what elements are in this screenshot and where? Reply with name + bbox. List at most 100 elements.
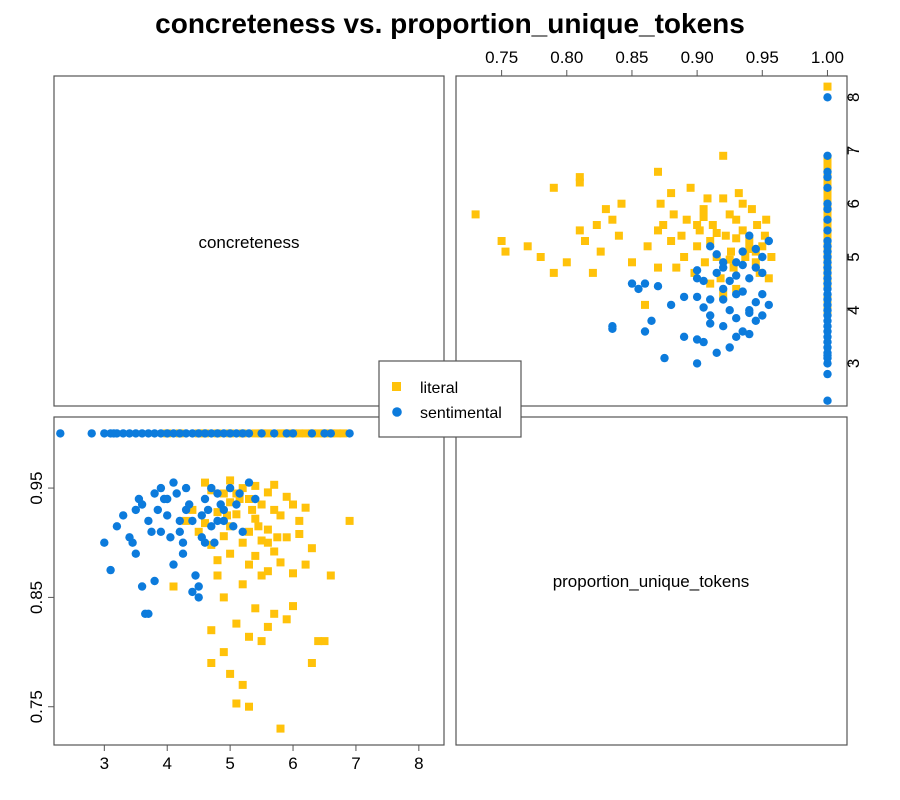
point-literal-bottom-left [282, 533, 291, 542]
point-literal-bottom-left [333, 429, 342, 438]
point-literal-bottom-left [251, 514, 260, 523]
point-literal-bottom-left [263, 567, 272, 576]
point-sentimental-bottom-left [169, 478, 178, 487]
point-literal-top-right [708, 221, 717, 229]
point-literal-top-right [608, 215, 617, 224]
point-literal-bottom-left [263, 538, 272, 547]
point-literal-bottom-left [276, 511, 285, 520]
point-literal-top-right [575, 178, 584, 187]
point-sentimental-bottom-left [144, 609, 153, 618]
point-sentimental-bottom-left [219, 429, 228, 438]
point-literal-bottom-left [251, 604, 260, 613]
point-literal-top-right [693, 221, 702, 229]
point-literal-top-right [575, 173, 584, 182]
point-literal-top-right [588, 268, 597, 277]
point-sentimental-bottom-left [251, 494, 260, 504]
tick-label-bottom: 7 [351, 754, 360, 773]
point-sentimental-top-right [738, 327, 747, 336]
point-sentimental-top-right [738, 247, 747, 256]
point-sentimental-top-right [732, 258, 741, 267]
point-sentimental-bottom-left [238, 429, 247, 438]
point-sentimental-bottom-left [119, 511, 128, 520]
point-sentimental-top-right [725, 343, 734, 352]
point-literal-bottom-left [238, 580, 247, 589]
point-sentimental-bottom-left [119, 429, 128, 438]
point-literal-bottom-left [245, 702, 253, 711]
point-literal-top-right [732, 284, 741, 293]
legend-label-sentimental: sentimental [420, 405, 502, 422]
point-literal-top-right [641, 300, 649, 309]
point-literal-top-right [725, 255, 734, 264]
point-literal-top-right [677, 231, 686, 240]
point-sentimental-bottom-left [56, 429, 65, 438]
point-sentimental-bottom-left [100, 538, 109, 547]
point-sentimental-bottom-left [163, 511, 172, 520]
point-sentimental-top-right [608, 322, 617, 331]
point-sentimental-bottom-left [200, 429, 210, 438]
point-literal-top-right [734, 189, 743, 198]
point-literal-top-right [628, 258, 636, 267]
point-sentimental-bottom-left [172, 489, 181, 498]
point-literal-top-right [823, 194, 832, 203]
point-literal-top-right [601, 205, 610, 214]
point-sentimental-top-right [745, 274, 754, 283]
tick-label-left: 0.95 [27, 472, 46, 505]
point-literal-top-right [738, 226, 747, 235]
point-sentimental-bottom-left [194, 593, 203, 602]
point-literal-top-right [680, 253, 689, 261]
point-literal-bottom-left [226, 549, 235, 558]
point-literal-bottom-left [301, 560, 310, 569]
point-literal-top-right [823, 162, 832, 171]
point-sentimental-bottom-left [166, 533, 175, 542]
point-literal-bottom-left [251, 481, 260, 490]
point-sentimental-bottom-left [163, 429, 172, 438]
point-sentimental-bottom-left [282, 429, 291, 438]
point-literal-top-right [523, 242, 532, 251]
tick-label-top: 0.85 [615, 48, 648, 67]
point-literal-bottom-left [245, 527, 253, 536]
point-literal-top-right [706, 237, 715, 245]
point-literal-bottom-left [251, 551, 260, 560]
point-literal-top-right [497, 237, 506, 245]
point-sentimental-bottom-left [188, 429, 197, 438]
point-literal-bottom-left [251, 429, 260, 438]
point-sentimental-top-right [745, 306, 754, 315]
point-literal-top-right [669, 210, 678, 219]
point-literal-bottom-left [207, 659, 216, 667]
point-sentimental-top-right [712, 250, 721, 259]
legend-marker-sentimental [392, 407, 402, 417]
point-sentimental-top-right [699, 276, 708, 286]
tick-label-bottom: 4 [162, 754, 171, 773]
point-literal-top-right [721, 231, 730, 240]
point-literal-bottom-left [273, 533, 282, 542]
point-sentimental-top-right [732, 332, 741, 341]
point-literal-top-right [738, 199, 747, 208]
point-literal-bottom-left [295, 530, 304, 538]
point-literal-top-right [712, 229, 721, 237]
panel-bottom-left [53, 416, 445, 746]
point-sentimental-top-right [732, 271, 741, 280]
point-sentimental-top-right [692, 274, 702, 283]
point-sentimental-bottom-left [131, 549, 140, 558]
point-literal-bottom-left [213, 556, 222, 565]
point-literal-bottom-left [282, 615, 291, 624]
point-sentimental-top-right [751, 263, 760, 272]
point-literal-top-right [823, 189, 832, 198]
point-literal-bottom-left [307, 659, 316, 667]
point-literal-bottom-left [232, 619, 241, 628]
point-sentimental-bottom-left [156, 527, 166, 536]
point-literal-top-right [706, 279, 715, 288]
point-sentimental-top-right [706, 242, 715, 251]
point-sentimental-bottom-left [137, 582, 147, 591]
point-literal-bottom-left [276, 724, 285, 733]
diagonal-label-concreteness: concreteness [198, 233, 299, 252]
point-sentimental-bottom-left [225, 429, 235, 438]
point-sentimental-bottom-left [219, 505, 228, 515]
point-sentimental-top-right [719, 295, 728, 304]
point-sentimental-bottom-left [210, 538, 219, 547]
point-literal-top-right [695, 226, 704, 235]
point-sentimental-bottom-left [150, 429, 159, 438]
point-literal-bottom-left [235, 495, 244, 503]
point-literal-bottom-left [301, 429, 310, 438]
point-sentimental-top-right [751, 244, 760, 254]
